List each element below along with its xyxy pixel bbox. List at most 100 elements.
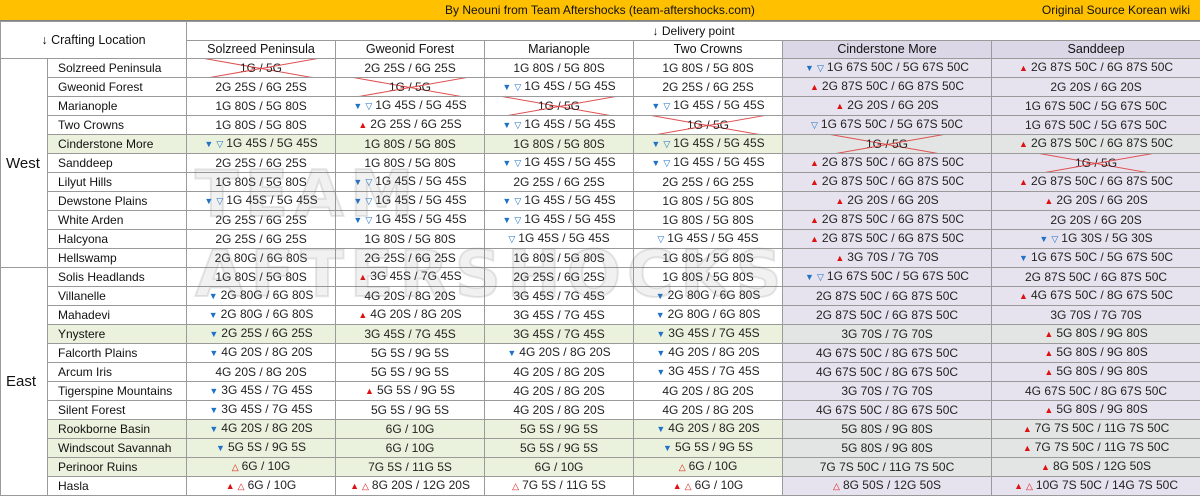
price-cell: △8G 50S / 12G 50S	[783, 477, 992, 496]
price-cell: ▽1G 45S / 5G 45S	[485, 230, 634, 249]
price-cell: 1G 80S / 5G 80S	[485, 59, 634, 78]
price-value: 1G 67S 50C / 5G 67S 50C	[827, 60, 969, 74]
blue-down-outline-triangle-icon: ▽	[514, 212, 521, 229]
crafting-location-label: Silent Forest	[48, 401, 187, 420]
price-value: 1G 80S / 5G 80S	[364, 156, 455, 170]
price-value: 2G 25S / 6G 25S	[215, 232, 306, 246]
price-value: 1G 80S / 5G 80S	[364, 232, 455, 246]
price-value: 4G 67S 50C / 8G 67S 50C	[816, 403, 958, 417]
red-up-triangle-icon: ▲	[810, 174, 819, 191]
price-value: 2G 87S 50C / 6G 87S 50C	[822, 155, 964, 169]
blue-down-triangle-icon: ▼	[651, 136, 660, 153]
blue-down-triangle-icon: ▼	[656, 421, 665, 438]
price-cell: 4G 67S 50C / 8G 67S 50C	[783, 401, 992, 420]
red-up-triangle-icon: ▲	[1044, 402, 1053, 419]
price-cell: 5G 5S / 9G 5S	[485, 420, 634, 439]
price-value: 2G 25S / 6G 25S	[221, 326, 312, 340]
red-up-triangle-icon: ▲	[835, 250, 844, 267]
price-value: 8G 20S / 12G 20S	[372, 478, 470, 492]
price-value: 2G 87S 50C / 6G 87S 50C	[816, 289, 958, 303]
price-value: 6G / 10G	[535, 460, 584, 474]
blue-down-triangle-icon: ▼	[209, 421, 218, 438]
blue-down-outline-triangle-icon: ▽	[216, 136, 223, 153]
price-value: 4G 20S / 8G 20S	[668, 421, 759, 435]
price-cell: 1G 80S / 5G 80S	[187, 116, 336, 135]
price-value: 1G 45S / 5G 45S	[375, 193, 466, 207]
price-value: 1G 80S / 5G 80S	[215, 175, 306, 189]
price-value: 1G 80S / 5G 80S	[662, 194, 753, 208]
table-row: Dewstone Plains▼▽1G 45S / 5G 45S▼▽1G 45S…	[1, 192, 1200, 211]
price-cell: ▲2G 87S 50C / 6G 87S 50C	[992, 135, 1200, 154]
price-cell: ▼▽1G 45S / 5G 45S	[336, 211, 485, 230]
red-up-triangle-icon: ▲	[1019, 136, 1028, 153]
price-value: 1G 80S / 5G 80S	[364, 137, 455, 151]
price-cell: 5G 80S / 9G 80S	[783, 439, 992, 458]
price-value: 6G / 10G	[242, 459, 291, 473]
price-chart-page: By Neouni from Team Aftershocks (team-af…	[0, 0, 1200, 478]
blue-down-triangle-icon: ▼	[209, 345, 218, 362]
same-location-crossed-cell: 1G / 5G	[485, 97, 634, 116]
price-cell: 1G 80S / 5G 80S	[187, 268, 336, 287]
same-location-crossed-cell: 1G / 5G	[187, 59, 336, 78]
price-cell: ▲4G 67S 50C / 8G 67S 50C	[992, 287, 1200, 306]
price-value: 1G 80S / 5G 80S	[215, 99, 306, 113]
price-cell: ▼▽1G 45S / 5G 45S	[336, 173, 485, 192]
price-value: 1G 80S / 5G 80S	[662, 251, 753, 265]
red-up-outline-triangle-icon: △	[679, 459, 686, 476]
price-value: 2G 87S 50C / 6G 87S 50C	[822, 212, 964, 226]
crafting-location-label: Perinoor Ruins	[48, 458, 187, 477]
price-value: 2G 25S / 6G 25S	[215, 213, 306, 227]
blue-down-triangle-icon: ▼	[353, 193, 362, 210]
price-cell: ▲2G 87S 50C / 6G 87S 50C	[783, 154, 992, 173]
red-up-triangle-icon: ▲	[1044, 345, 1053, 362]
blue-down-triangle-icon: ▼	[805, 60, 814, 77]
price-cell: ▼▽1G 67S 50C / 5G 67S 50C	[783, 59, 992, 78]
price-cell: 3G 70S / 7G 70S	[783, 325, 992, 344]
price-cell: 1G 80S / 5G 80S	[336, 230, 485, 249]
price-cell: 2G 87S 50C / 6G 87S 50C	[992, 268, 1200, 287]
blue-down-triangle-icon: ▼	[1019, 250, 1028, 267]
price-value: 2G 80G / 6G 80S	[215, 251, 308, 265]
price-cell: △6G / 10G	[634, 458, 783, 477]
price-cell: 1G 80S / 5G 80S	[336, 154, 485, 173]
price-value: 2G 25S / 6G 25S	[662, 80, 753, 94]
price-cell: △6G / 10G	[187, 458, 336, 477]
blue-down-triangle-icon: ▼	[204, 136, 213, 153]
price-cell: ▼2G 80G / 6G 80S	[634, 306, 783, 325]
blue-down-triangle-icon: ▼	[353, 212, 362, 229]
red-up-outline-triangle-icon: △	[833, 478, 840, 495]
price-value: 5G 5S / 9G 5S	[371, 403, 449, 417]
price-value: 8G 50S / 12G 50S	[843, 478, 941, 492]
red-up-outline-triangle-icon: △	[362, 478, 369, 495]
blue-down-triangle-icon: ▼	[502, 193, 511, 210]
price-cell: 3G 45S / 7G 45S	[485, 306, 634, 325]
price-cell: ▼3G 45S / 7G 45S	[187, 382, 336, 401]
price-cell: 4G 67S 50C / 8G 67S 50C	[992, 382, 1200, 401]
price-value: 2G 20S / 6G 20S	[847, 98, 938, 112]
price-cell: ▲3G 45S / 7G 45S	[336, 268, 485, 287]
price-cell: 2G 25S / 6G 25S	[634, 78, 783, 97]
blue-down-triangle-icon: ▼	[209, 326, 218, 343]
price-value: 1G 45S / 5G 45S	[375, 212, 466, 226]
price-value: 1G 45S / 5G 45S	[524, 212, 615, 226]
price-cell: ▲2G 87S 50C / 6G 87S 50C	[783, 78, 992, 97]
price-cell: ▼3G 45S / 7G 45S	[187, 401, 336, 420]
price-cell: ▼▽1G 45S / 5G 45S	[485, 211, 634, 230]
region-label: East	[1, 268, 48, 496]
blue-down-triangle-icon: ▼	[209, 383, 218, 400]
price-cell: ▼▽1G 45S / 5G 45S	[187, 192, 336, 211]
price-value: 4G 20S / 8G 20S	[215, 365, 306, 379]
price-cell: 4G 67S 50C / 8G 67S 50C	[783, 344, 992, 363]
price-value: 2G 87S 50C / 6G 87S 50C	[1031, 174, 1173, 188]
price-value: 1G / 5G	[1075, 156, 1117, 170]
price-value: 2G 80G / 6G 80S	[221, 288, 314, 302]
price-cell: 4G 20S / 8G 20S	[485, 363, 634, 382]
red-up-triangle-icon: ▲	[1019, 60, 1028, 77]
